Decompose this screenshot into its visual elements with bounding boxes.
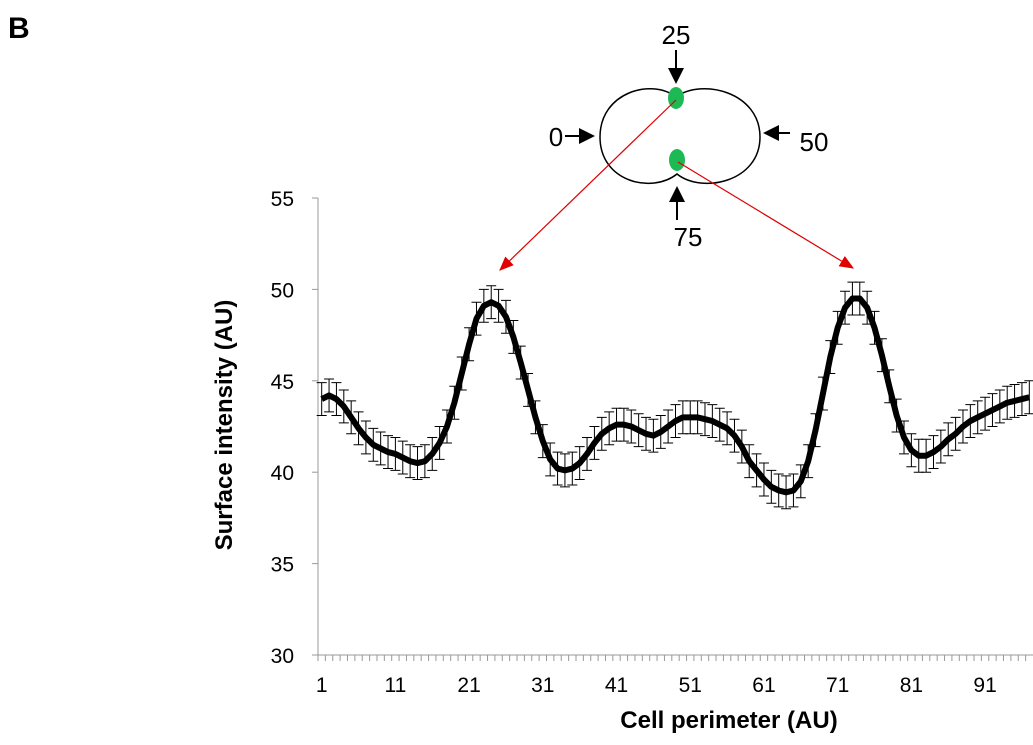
x-tick-label: 81 <box>900 674 923 697</box>
y-tick-label: 30 <box>271 645 294 668</box>
cell-diagram: 25 0 50 75 <box>499 20 855 271</box>
cell-outline <box>599 88 761 185</box>
red-arrow <box>677 161 855 269</box>
y-axis-title: Surface intensity (AU) <box>211 300 238 551</box>
x-tick-label: 21 <box>457 674 480 697</box>
y-tick-label: 55 <box>271 188 294 211</box>
y-tick-label: 40 <box>271 462 294 485</box>
y-tick-label: 35 <box>271 554 294 577</box>
x-tick-label: 1 <box>316 674 328 697</box>
x-tick-label: 71 <box>826 674 849 697</box>
annotation: 75 <box>674 222 703 252</box>
annotation: 50 <box>800 127 829 157</box>
spot <box>669 149 685 171</box>
x-tick-label: 41 <box>605 674 628 697</box>
annotation: 25 <box>662 20 691 50</box>
red-arrow <box>499 99 677 271</box>
panel-label: B <box>8 12 30 45</box>
x-tick-label: 11 <box>384 674 406 697</box>
x-tick-label: 31 <box>531 674 554 697</box>
x-axis-title: Cell perimeter (AU) <box>620 707 837 734</box>
data-line <box>320 295 1031 496</box>
y-tick-label: 50 <box>271 279 294 302</box>
x-tick-label: 61 <box>752 674 775 697</box>
annotation: 0 <box>549 122 563 152</box>
x-tick-label: 51 <box>679 674 702 697</box>
x-tick-label: 91 <box>973 674 996 697</box>
y-tick-label: 45 <box>271 371 294 394</box>
